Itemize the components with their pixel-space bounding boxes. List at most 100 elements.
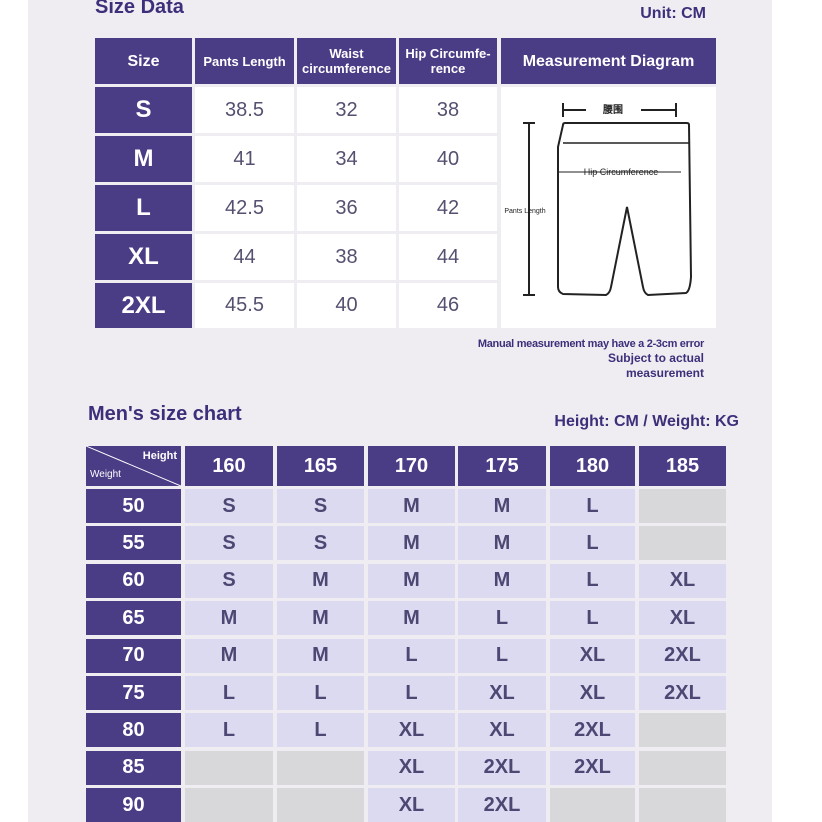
size-cell: [550, 788, 635, 822]
weight-label: 90: [86, 788, 181, 822]
height-header: 185: [639, 446, 726, 486]
size-cell: S: [277, 526, 364, 561]
size-cell: L: [368, 638, 455, 673]
measurement-cell: 38.5: [195, 87, 294, 133]
size-cell: L: [185, 713, 273, 748]
size-cell: 2XL: [639, 676, 726, 710]
size-label: XL: [95, 234, 192, 280]
weight-label: 75: [86, 676, 181, 710]
weight-label: 85: [86, 750, 181, 785]
measurement-cell: 36: [297, 185, 396, 231]
size-cell: L: [550, 601, 635, 636]
size-cell: M: [277, 601, 364, 636]
size-cell: L: [277, 676, 364, 710]
measurement-cell: 44: [399, 234, 497, 280]
measurement-cell: 40: [399, 136, 497, 182]
size-cell: S: [185, 526, 273, 561]
length-label: Pants Length: [504, 208, 545, 215]
units: Height: CM / Weight: KG: [554, 413, 739, 430]
size-cell: M: [368, 526, 455, 561]
weight-label: 50: [86, 489, 181, 523]
height-header: 175: [458, 446, 546, 486]
measurement-cell: 41: [195, 136, 294, 182]
size-cell: 2XL: [550, 713, 635, 748]
height-header: 160: [185, 446, 273, 486]
size-cell: L: [458, 601, 546, 636]
size-label: M: [95, 136, 192, 182]
size-cell: XL: [368, 788, 455, 822]
corner-height: Height: [142, 450, 177, 462]
column-header: Waist circumference: [297, 38, 396, 84]
size-cell: S: [185, 563, 273, 598]
size-cell: 2XL: [550, 750, 635, 785]
size-label: S: [95, 87, 192, 133]
size-cell: XL: [458, 713, 546, 748]
column-header: Measurement Diagram: [501, 38, 716, 84]
size-cell: L: [185, 676, 273, 710]
weight-label: 55: [86, 526, 181, 561]
measurement-cell: 38: [297, 234, 396, 280]
size-cell: XL: [368, 750, 455, 785]
size-cell: L: [368, 676, 455, 710]
size-cell: L: [550, 526, 635, 561]
measurement-cell: 34: [297, 136, 396, 182]
weight-label: 70: [86, 638, 181, 673]
size-cell: M: [368, 601, 455, 636]
size-cell: S: [185, 489, 273, 523]
size-cell: M: [277, 638, 364, 673]
height-header: 165: [277, 446, 364, 486]
size-cell: [639, 489, 726, 523]
size-cell: XL: [550, 676, 635, 710]
weight-label: 60: [86, 563, 181, 598]
weight-label: 65: [86, 601, 181, 636]
title: Size Data: [95, 0, 184, 18]
note: Manual measurement may have a 2-3cm erro…: [477, 338, 704, 350]
waist-label: 腰围: [602, 104, 623, 116]
size-cell: [639, 713, 726, 748]
size-cell: S: [277, 489, 364, 523]
corner-cell: Height Weight: [86, 446, 181, 486]
measurement-cell: 45.5: [195, 283, 294, 328]
size-cell: M: [368, 489, 455, 523]
size-cell: M: [458, 526, 546, 561]
section-title: Men's size chart: [88, 403, 242, 425]
size-cell: M: [458, 489, 546, 523]
size-cell: M: [368, 563, 455, 598]
size-cell: L: [550, 489, 635, 523]
size-cell: [639, 750, 726, 785]
size-cell: [277, 788, 364, 822]
size-cell: M: [185, 638, 273, 673]
size-cell: [277, 750, 364, 785]
size-cell: 2XL: [639, 638, 726, 673]
size-cell: XL: [639, 601, 726, 636]
measurement-cell: 38: [399, 87, 497, 133]
size-cell: [185, 788, 273, 822]
height-header: 170: [368, 446, 455, 486]
column-header: Pants Length: [195, 38, 294, 84]
size-cell: XL: [458, 676, 546, 710]
measurement-cell: 44: [195, 234, 294, 280]
size-label: L: [95, 185, 192, 231]
measurement-cell: 42.5: [195, 185, 294, 231]
size-cell: [185, 750, 273, 785]
corner-weight: Weight: [90, 469, 121, 480]
size-cell: M: [458, 563, 546, 598]
size-cell: L: [550, 563, 635, 598]
column-header: Hip Circumfe- rence: [399, 38, 497, 84]
size-cell: 2XL: [458, 788, 546, 822]
measurement-cell: 40: [297, 283, 396, 328]
measurement-cell: 46: [399, 283, 497, 328]
unit: Unit: CM: [640, 5, 706, 22]
size-cell: XL: [550, 638, 635, 673]
size-cell: [639, 788, 726, 822]
size-cell: 2XL: [458, 750, 546, 785]
height-header: 180: [550, 446, 635, 486]
size-cell: [639, 526, 726, 561]
size-cell: L: [458, 638, 546, 673]
note: Subject to actual measurement: [607, 351, 704, 380]
column-header: Size: [95, 38, 192, 84]
measurement-cell: 42: [399, 185, 497, 231]
size-cell: XL: [639, 563, 726, 598]
size-label: 2XL: [95, 283, 192, 328]
